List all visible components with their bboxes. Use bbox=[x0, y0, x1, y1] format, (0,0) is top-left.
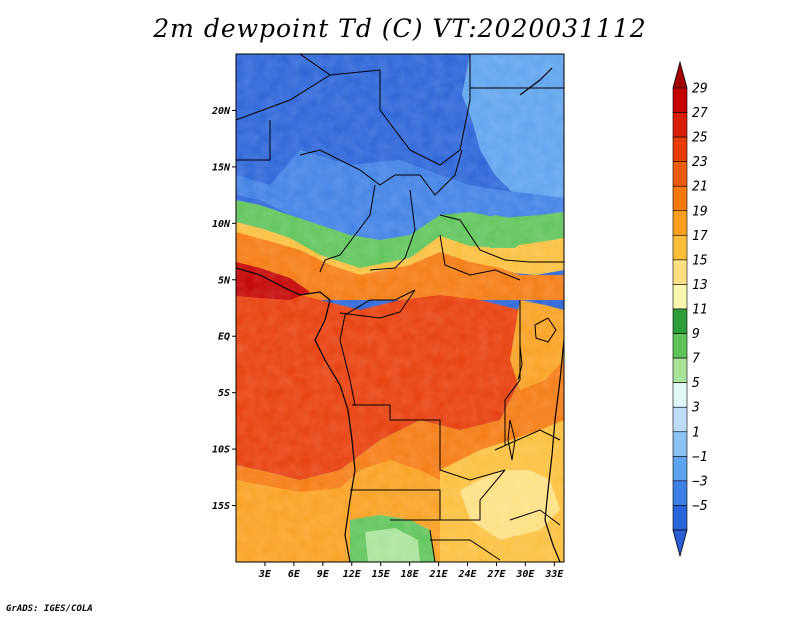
lat-tick-label: 15N bbox=[212, 162, 231, 173]
lat-tick-label: 10S bbox=[212, 445, 230, 456]
lon-tick-label: 21E bbox=[429, 569, 449, 580]
colorbar-label: 9 bbox=[692, 327, 700, 342]
country-borders bbox=[236, 54, 564, 562]
colorbar-swatch bbox=[672, 406, 688, 433]
colorbar-label: 13 bbox=[692, 278, 708, 293]
colorbar-label: 1 bbox=[692, 425, 700, 440]
colorbar-label: 27 bbox=[692, 106, 708, 121]
colorbar-label: 19 bbox=[692, 204, 708, 219]
colorbar-label: 15 bbox=[692, 253, 708, 268]
colorbar-swatch bbox=[672, 136, 688, 162]
colorbar-label: 11 bbox=[692, 303, 708, 318]
map-title: 2m dewpoint Td (C) VT:2020031112 bbox=[153, 14, 647, 43]
colorbar-swatch bbox=[672, 480, 688, 506]
colorbar-label: 25 bbox=[692, 131, 708, 146]
colorbar-swatch bbox=[672, 333, 688, 359]
colorbar-swatch bbox=[672, 284, 688, 310]
latitude-axis: 20N 15N 10N 5N EQ 5S 10S 15S bbox=[211, 106, 236, 512]
lakes bbox=[507, 317, 557, 461]
colorbar-swatch bbox=[672, 259, 688, 285]
dewpoint-field bbox=[236, 54, 564, 562]
colorbar-swatch bbox=[672, 505, 688, 531]
colorbar-swatch bbox=[672, 87, 688, 113]
colorbar-label: 29 bbox=[692, 82, 708, 97]
colorbar-label: 21 bbox=[692, 180, 708, 195]
colorbar-label: −5 bbox=[692, 499, 708, 514]
colorbar-swatch bbox=[672, 357, 688, 383]
lon-tick-label: 3E bbox=[258, 569, 272, 580]
colorbar-swatch bbox=[672, 456, 688, 482]
colorbar-label: −3 bbox=[692, 474, 708, 489]
lon-tick-label: 9E bbox=[317, 569, 330, 580]
colorbar-bottom-arrow bbox=[672, 529, 688, 558]
colorbar-swatch bbox=[672, 382, 688, 408]
lat-tick-label: 5N bbox=[218, 275, 231, 286]
colorbar-swatch bbox=[672, 431, 688, 457]
lat-tick-label: 10N bbox=[212, 219, 231, 230]
colorbar-label: 23 bbox=[692, 155, 708, 170]
lat-tick-label: 20N bbox=[211, 106, 231, 117]
colorbar-swatch bbox=[672, 210, 688, 236]
lon-tick-label: 6E bbox=[288, 569, 301, 580]
lon-tick-label: 30E bbox=[515, 569, 535, 580]
colorbar-label: 7 bbox=[692, 352, 700, 367]
lon-tick-label: 15E bbox=[372, 569, 391, 580]
colorbar-swatch bbox=[672, 235, 688, 261]
colorbar-top-arrow bbox=[672, 60, 688, 89]
lat-tick-label: 15S bbox=[212, 501, 230, 512]
colorbar-swatch bbox=[672, 185, 688, 212]
lon-tick-label: 12E bbox=[343, 569, 362, 580]
credit-label: GrADS: IGES/COLA bbox=[6, 604, 93, 614]
colorbar-swatch bbox=[672, 112, 688, 138]
colorbar: 29 27 25 23 21 19 17 15 13 11 9 7 5 3 1 −1 −3 −5 bbox=[672, 60, 708, 558]
longitude-axis: 3E 6E 9E 12E 15E 18E 21E 24E 27E 30E 33E bbox=[258, 562, 564, 580]
lon-tick-label: 33E bbox=[544, 569, 564, 580]
lon-tick-label: 24E bbox=[457, 569, 477, 580]
colorbar-label: −1 bbox=[692, 450, 708, 465]
colorbar-swatch bbox=[672, 161, 688, 187]
lon-tick-label: 27E bbox=[486, 569, 506, 580]
field-texture bbox=[236, 54, 564, 562]
colorbar-label: 5 bbox=[692, 376, 700, 391]
coastline bbox=[236, 67, 564, 562]
lon-tick-label: 18E bbox=[401, 569, 420, 580]
map-frame bbox=[235, 53, 565, 563]
lat-tick-label: EQ bbox=[218, 332, 230, 343]
colorbar-label: 17 bbox=[692, 229, 708, 244]
colorbar-swatch bbox=[672, 308, 688, 334]
lat-tick-label: 5S bbox=[218, 388, 230, 399]
colorbar-label: 3 bbox=[691, 401, 700, 416]
